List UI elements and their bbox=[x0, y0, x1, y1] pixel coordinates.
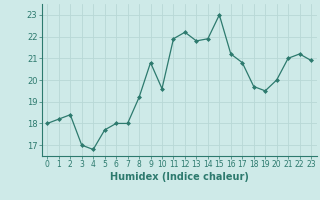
X-axis label: Humidex (Indice chaleur): Humidex (Indice chaleur) bbox=[110, 172, 249, 182]
